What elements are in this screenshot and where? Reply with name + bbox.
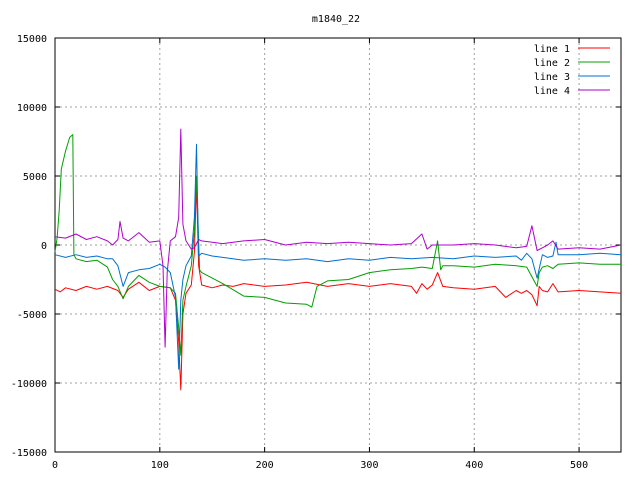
y-tick-label: -5000 [17, 310, 47, 321]
legend: line 1 line 2 line 3 line 4 [534, 44, 610, 97]
series-layer [54, 128, 622, 391]
y-tick-label: 15000 [17, 34, 47, 45]
x-axis: 0 100 200 300 400 500 [52, 38, 588, 471]
series-line-1 [54, 182, 622, 391]
legend-label: line 1 [534, 44, 570, 55]
x-tick-label: 100 [151, 460, 169, 471]
chart-title: m1840_22 [312, 14, 360, 25]
y-tick-label: -15000 [11, 448, 47, 459]
legend-label: line 2 [534, 58, 570, 69]
x-tick-label: 0 [52, 460, 58, 471]
y-tick-label: 0 [41, 241, 47, 252]
y-tick-label: -10000 [11, 379, 47, 390]
x-tick-label: 300 [360, 460, 378, 471]
x-tick-label: 400 [465, 460, 483, 471]
series-line-3 [54, 143, 622, 370]
y-tick-label: 10000 [17, 103, 47, 114]
legend-label: line 4 [534, 86, 570, 97]
x-tick-label: 200 [256, 460, 274, 471]
x-tick-label: 500 [570, 460, 588, 471]
series-line-4 [54, 128, 622, 348]
series-line-2 [54, 134, 621, 356]
legend-label: line 3 [534, 72, 570, 83]
y-tick-label: 5000 [23, 172, 47, 183]
y-axis: -15000 -10000 -5000 0 5000 10000 15000 [11, 34, 621, 459]
